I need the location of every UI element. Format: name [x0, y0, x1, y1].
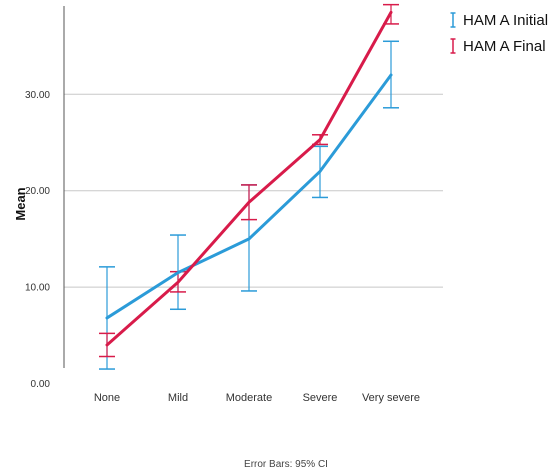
- x-tick-label: Severe: [303, 392, 338, 404]
- y-axis-label: Mean: [13, 187, 28, 220]
- series-line: [105, 10, 393, 347]
- y-tick-label: 30.00: [25, 90, 50, 101]
- legend-label: HAM A Final: [463, 38, 546, 55]
- x-tick-label: None: [94, 392, 120, 404]
- x-tick-label: Mild: [168, 392, 188, 404]
- legend-label: HAM A Initial: [463, 12, 548, 29]
- x-tick-label: Moderate: [226, 392, 272, 404]
- series-lines: [105, 10, 393, 347]
- x-tick-label: Very severe: [362, 392, 420, 404]
- x-tick-labels: None Mild Moderate Severe Very severe: [94, 392, 420, 404]
- error-bars: [99, 3, 399, 370]
- footnote-error-bars: Error Bars: 95% CI: [244, 459, 328, 470]
- legend: HAM A Initial HAM A Final: [450, 12, 548, 55]
- y-tick-labels: 0.00 10.00 20.00 30.00: [25, 90, 50, 390]
- gridlines: [64, 93, 443, 288]
- y-tick-label: 0.00: [31, 379, 51, 390]
- series-line: [105, 73, 393, 320]
- y-tick-label: 10.00: [25, 283, 50, 294]
- y-tick-label: 20.00: [25, 186, 50, 197]
